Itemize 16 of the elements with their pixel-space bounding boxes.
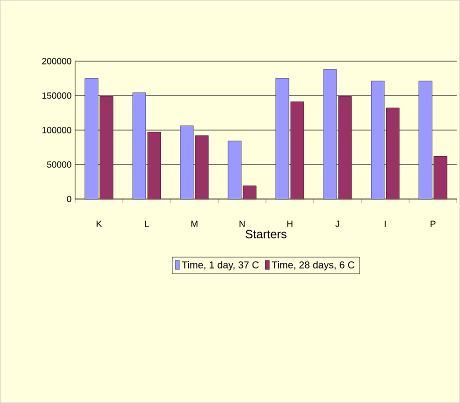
x-tick-label: M [191, 220, 198, 227]
x-tick-label: I [384, 220, 386, 227]
x-tick-label: K [96, 220, 102, 227]
x-tick-label: H [287, 220, 292, 227]
x-tick-label: J [335, 220, 340, 228]
legend-label: Time, 28 days, 6 C [272, 261, 354, 270]
x-tick-label: N [240, 220, 245, 227]
x-axis-title: Starters [246, 230, 286, 238]
x-tick-label: P [430, 220, 436, 227]
y-tick-label: 150000 [42, 92, 72, 99]
y-tick-label: 200000 [42, 58, 72, 64]
y-tick-label: 0 [66, 196, 72, 202]
legend-label: Time, 1 day, 37 C [182, 261, 259, 270]
y-tick-label: 50000 [47, 161, 72, 168]
x-tick-label: L [144, 220, 149, 227]
y-tick-label: 100000 [42, 126, 72, 134]
